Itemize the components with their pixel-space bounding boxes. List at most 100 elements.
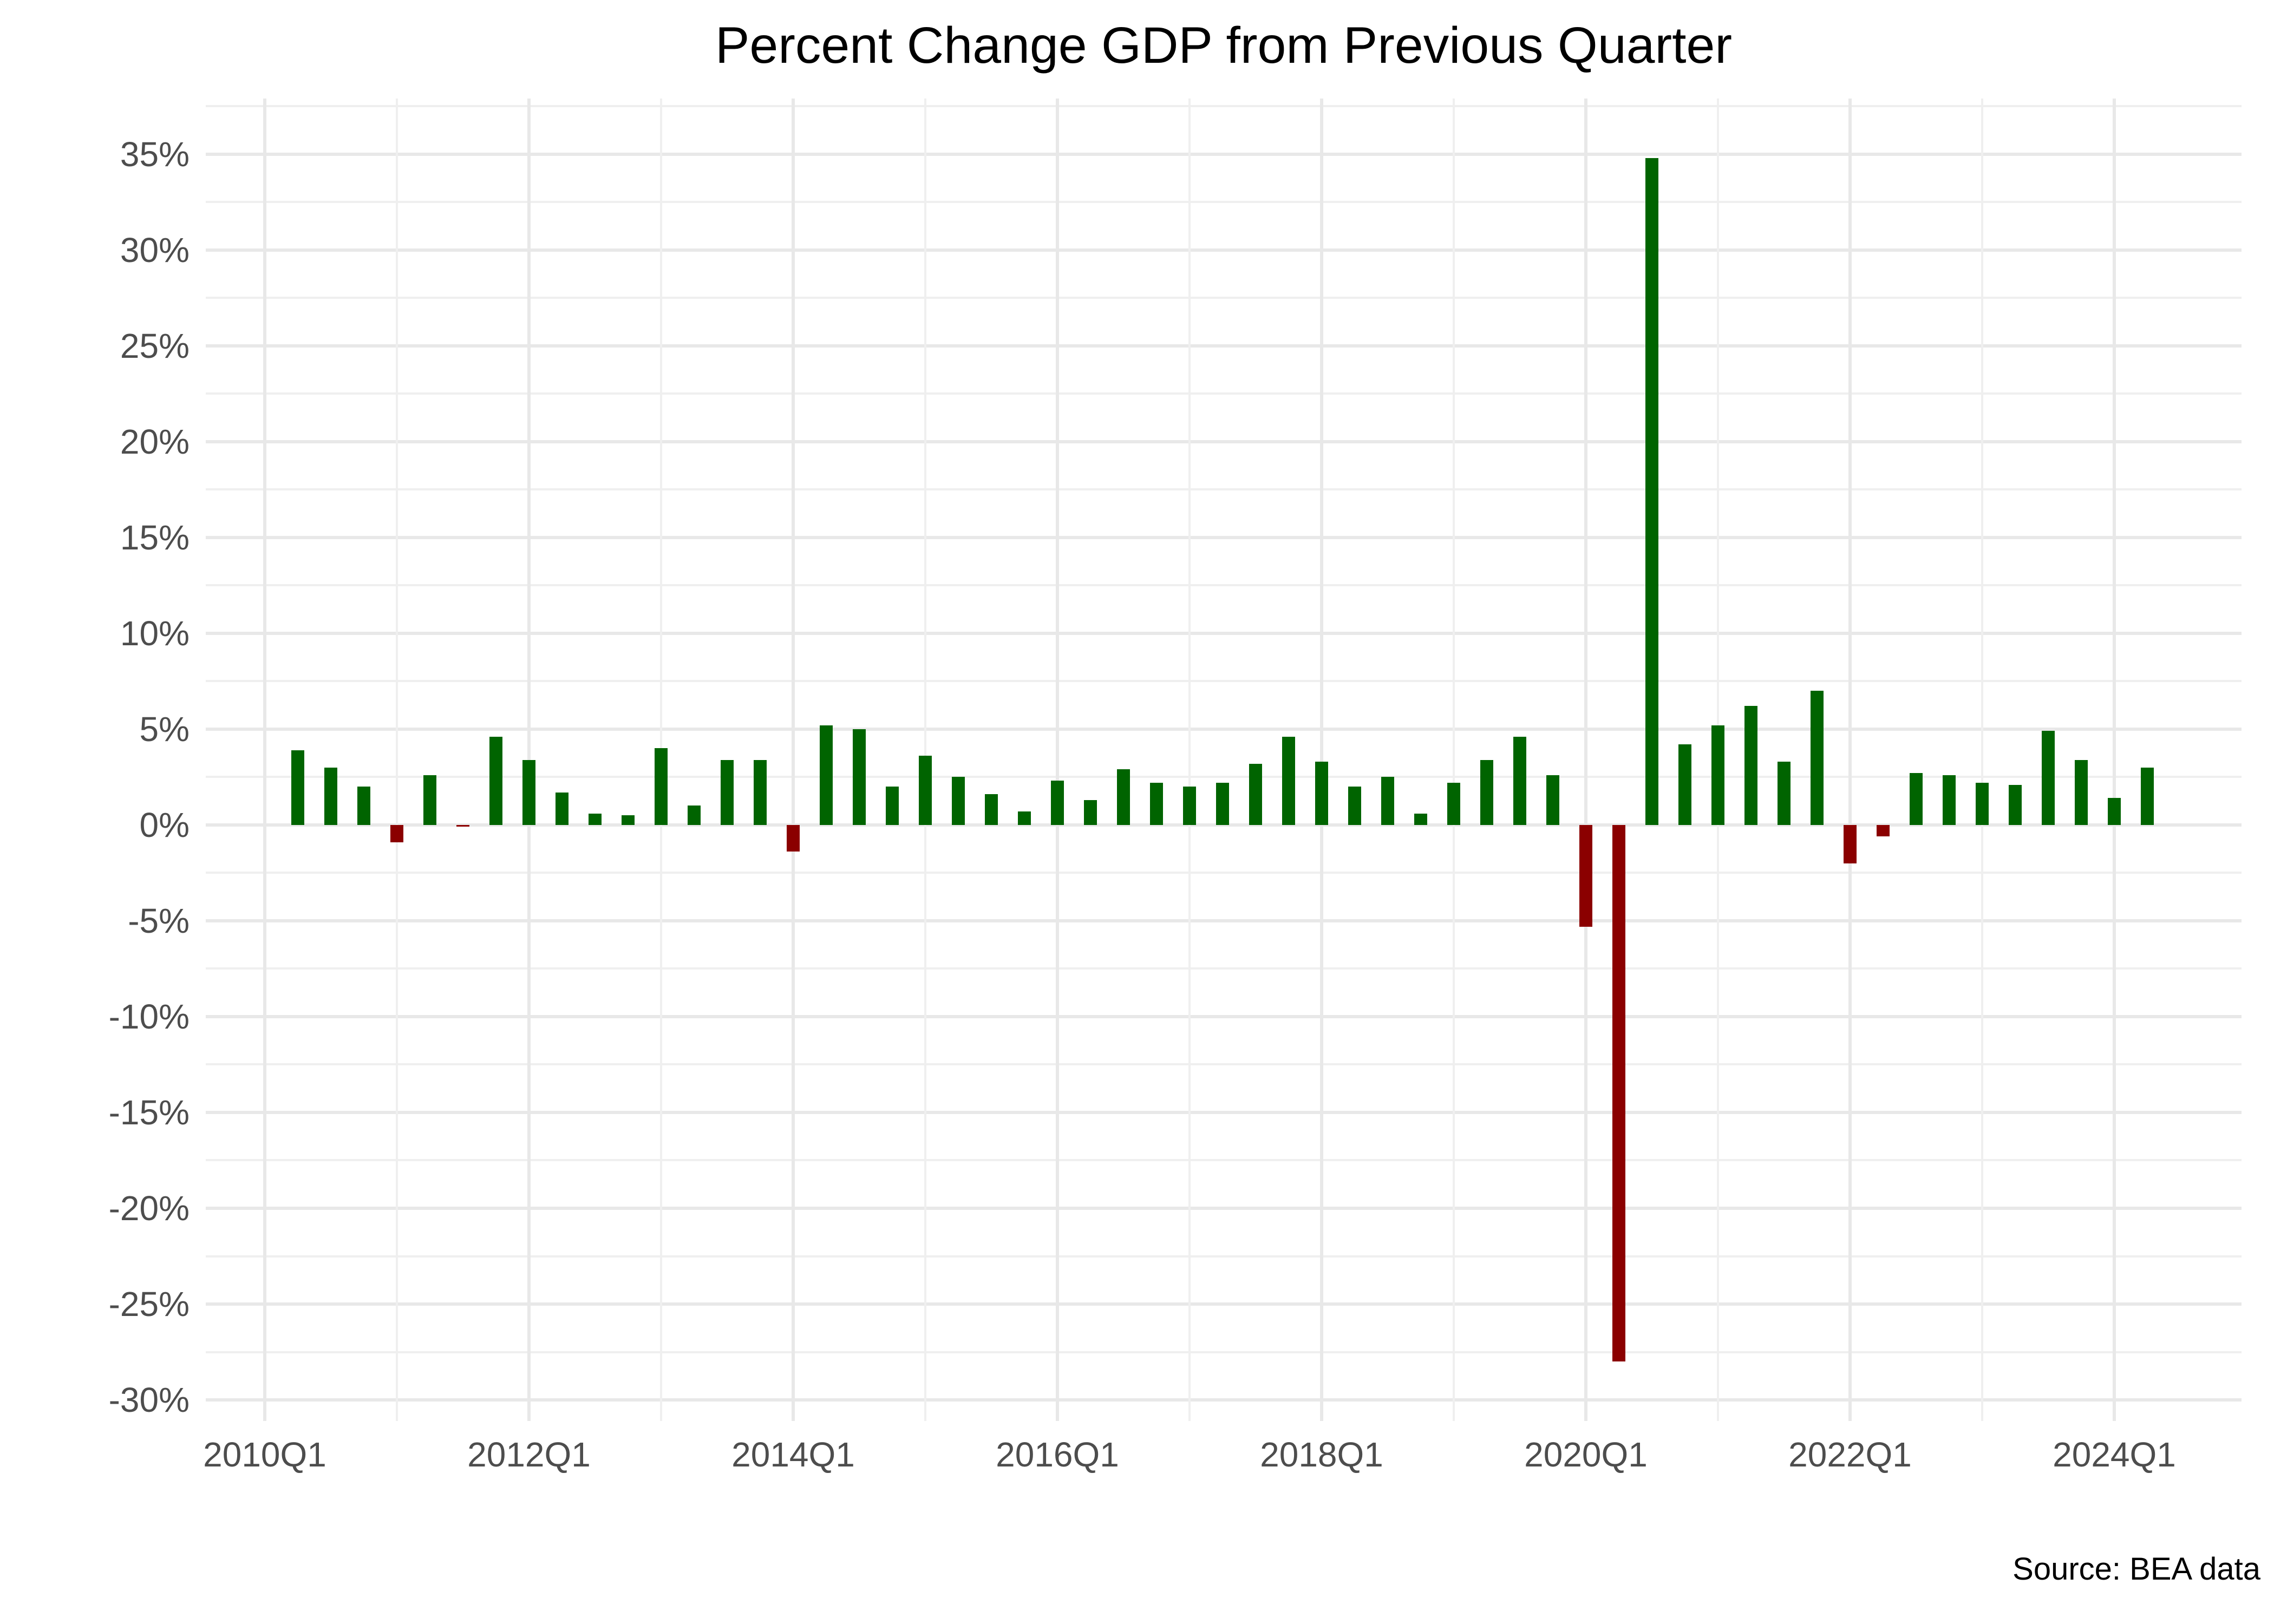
- gridline-horizontal-major: [206, 1206, 2242, 1210]
- bar-2016Q4: [1150, 782, 1163, 825]
- gridline-vertical-major: [1584, 99, 1587, 1421]
- gridline-horizontal-major: [206, 535, 2242, 539]
- gridline-horizontal-major: [206, 919, 2242, 922]
- bar-2021Q1: [1711, 725, 1724, 825]
- gridline-horizontal-major: [206, 152, 2242, 156]
- y-tick-label: 0%: [139, 805, 190, 844]
- y-tick-label: -10%: [108, 997, 190, 1036]
- gridline-vertical-major: [792, 99, 795, 1421]
- bar-2010Q3: [324, 767, 337, 825]
- gridline-vertical-major: [263, 99, 266, 1421]
- bar-2018Q3: [1381, 777, 1394, 825]
- bar-2012Q2: [556, 792, 568, 825]
- x-tick-label: 2010Q1: [203, 1435, 326, 1474]
- bar-2023Q1: [1976, 782, 1989, 825]
- y-tick-label: 10%: [120, 613, 190, 653]
- bar-2011Q2: [423, 775, 436, 825]
- gridline-vertical-major: [2113, 99, 2116, 1421]
- x-tick-label: 2014Q1: [731, 1435, 855, 1474]
- gridline-horizontal-minor: [206, 488, 2242, 491]
- bar-2013Q4: [754, 759, 767, 825]
- bar-2020Q2: [1612, 824, 1625, 1362]
- bar-2017Q2: [1216, 782, 1229, 825]
- gridline-horizontal-major: [206, 1110, 2242, 1114]
- bar-2022Q1: [1844, 824, 1857, 863]
- bar-2024Q2: [2141, 767, 2154, 825]
- gridline-horizontal-minor: [206, 105, 2242, 108]
- bar-2013Q1: [655, 748, 668, 825]
- bar-2021Q4: [1811, 691, 1824, 825]
- gridline-horizontal-minor: [206, 776, 2242, 778]
- x-tick-label: 2020Q1: [1524, 1435, 1648, 1474]
- gridline-horizontal-minor: [206, 392, 2242, 395]
- y-tick-label: 30%: [120, 230, 190, 270]
- gridline-vertical-major: [1320, 99, 1323, 1421]
- bar-2019Q1: [1447, 782, 1460, 825]
- gridline-horizontal-major: [206, 631, 2242, 635]
- bar-2024Q1: [2108, 798, 2121, 825]
- bar-2014Q1: [787, 824, 800, 852]
- chart-title: Percent Change GDP from Previous Quarter: [715, 17, 1732, 74]
- gridline-horizontal-minor: [206, 1063, 2242, 1066]
- gridline-vertical-minor: [1188, 99, 1191, 1421]
- gridline-horizontal-minor: [206, 680, 2242, 683]
- gridline-horizontal-minor: [206, 967, 2242, 970]
- bar-2019Q4: [1546, 775, 1559, 825]
- bar-2016Q3: [1117, 769, 1130, 825]
- gridline-vertical-major: [1056, 99, 1059, 1421]
- gridline-horizontal-major: [206, 344, 2242, 348]
- y-tick-label: 5%: [139, 709, 190, 749]
- plot-panel: [206, 99, 2242, 1421]
- bar-2018Q1: [1315, 762, 1328, 825]
- gridline-vertical-minor: [1453, 99, 1455, 1421]
- y-tick-label: -5%: [128, 901, 190, 940]
- gridline-horizontal-major: [206, 440, 2242, 443]
- gridline-horizontal-major: [206, 727, 2242, 731]
- gridline-vertical-major: [1848, 99, 1852, 1421]
- gridline-horizontal-minor: [206, 872, 2242, 874]
- bar-2013Q3: [721, 759, 734, 825]
- bar-2015Q1: [919, 756, 932, 825]
- bar-2012Q1: [522, 759, 535, 825]
- bar-2022Q3: [1910, 773, 1923, 825]
- bar-2010Q4: [357, 787, 370, 825]
- gridline-horizontal-minor: [206, 1159, 2242, 1162]
- bar-2020Q1: [1579, 824, 1592, 927]
- bar-2019Q3: [1513, 737, 1526, 825]
- bar-2014Q4: [886, 787, 899, 825]
- bar-2022Q2: [1877, 824, 1890, 837]
- bar-2014Q3: [853, 729, 866, 825]
- bar-2013Q2: [688, 806, 701, 825]
- bar-2020Q4: [1678, 744, 1691, 825]
- x-tick-label: 2022Q1: [1788, 1435, 1912, 1474]
- y-tick-label: -20%: [108, 1188, 190, 1228]
- gridline-vertical-minor: [1981, 99, 1983, 1421]
- source-note: Source: BEA data: [2012, 1551, 2260, 1587]
- gridline-horizontal-minor: [206, 201, 2242, 204]
- bar-2010Q2: [291, 750, 304, 825]
- bar-2016Q2: [1084, 800, 1097, 825]
- bar-2017Q3: [1249, 763, 1262, 825]
- bar-2015Q3: [985, 794, 998, 825]
- y-tick-label: 15%: [120, 518, 190, 557]
- y-tick-label: 35%: [120, 134, 190, 174]
- x-tick-label: 2012Q1: [467, 1435, 591, 1474]
- bar-2014Q2: [820, 725, 833, 825]
- bar-2020Q3: [1645, 158, 1658, 825]
- bar-2016Q1: [1051, 781, 1064, 825]
- bar-2015Q2: [952, 777, 965, 825]
- gridline-horizontal-minor: [206, 1351, 2242, 1353]
- bar-2011Q4: [489, 737, 502, 825]
- bar-2022Q4: [1943, 775, 1956, 825]
- bar-2021Q3: [1778, 762, 1791, 825]
- bar-2012Q3: [589, 813, 602, 825]
- bar-2017Q1: [1183, 787, 1196, 825]
- gridline-horizontal-minor: [206, 584, 2242, 587]
- bar-2018Q4: [1414, 813, 1427, 825]
- gridline-horizontal-major: [206, 1398, 2242, 1402]
- x-tick-label: 2018Q1: [1260, 1435, 1383, 1474]
- bar-2017Q4: [1282, 737, 1295, 825]
- gridline-horizontal-minor: [206, 1255, 2242, 1258]
- gridline-horizontal-major: [206, 823, 2242, 827]
